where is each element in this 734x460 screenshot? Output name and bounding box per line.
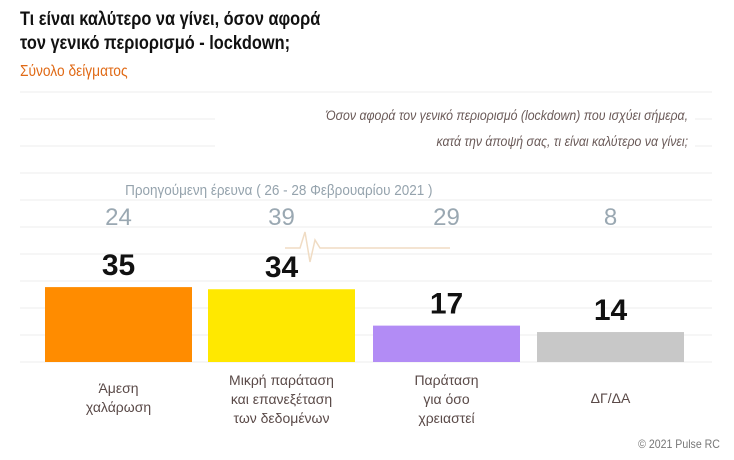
data-label: 17 xyxy=(430,288,463,321)
previous-value: 39 xyxy=(268,204,295,231)
chart-title: Τι είναι καλύτερο να γίνει, όσον αφορά τ… xyxy=(20,8,433,56)
category-label: και επανεξέταση xyxy=(231,391,332,407)
data-label: 34 xyxy=(265,251,299,284)
question-background xyxy=(215,103,695,155)
bar xyxy=(537,332,684,362)
question-text: κατά την άποψή σας, τι είναι καλύτερο να… xyxy=(437,133,689,149)
category-label: Άμεση xyxy=(98,380,138,396)
chart-subtitle: Σύνολο δείγματος xyxy=(20,63,128,80)
watermark-logo-pulse xyxy=(285,231,450,263)
data-label: 14 xyxy=(594,294,628,327)
previous-value: 8 xyxy=(604,204,617,231)
previous-value: 29 xyxy=(433,204,460,231)
question-text: Όσον αφορά τον γενικό περιορισμό (lockdo… xyxy=(325,107,688,123)
category-label: Μικρή παράταση xyxy=(229,372,334,388)
bar xyxy=(373,325,520,362)
title-line: τον γενικό περιορισμό - lockdown; xyxy=(20,33,291,54)
category-label: ΔΓ/ΔΑ xyxy=(591,390,631,406)
previous-survey-label: Προηγούμενη έρευνα ( 26 - 28 Φεβρουαρίου… xyxy=(125,182,432,199)
copyright: © 2021 Pulse RC xyxy=(638,437,720,451)
data-label: 35 xyxy=(102,249,135,282)
title-line: Τι είναι καλύτερο να γίνει, όσον αφορά xyxy=(20,9,321,30)
category-label: για όσο xyxy=(423,391,470,407)
bar xyxy=(45,287,192,362)
category-label: Παράταση xyxy=(414,372,478,388)
category-label: χρειαστεί xyxy=(418,410,474,426)
previous-value: 24 xyxy=(105,204,132,231)
category-label: των δεδομένων xyxy=(233,410,329,426)
category-label: χαλάρωση xyxy=(86,399,151,415)
bar xyxy=(208,289,355,362)
